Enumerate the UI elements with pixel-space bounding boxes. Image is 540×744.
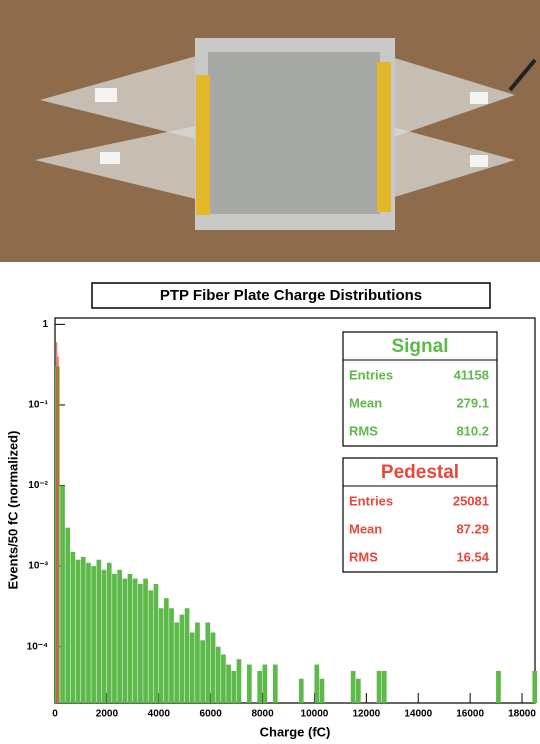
x-tick-label: 2000 [96,709,119,720]
x-tick-label: 16000 [456,709,484,720]
histogram-bar [169,608,174,703]
histogram-bar [56,342,58,703]
histogram-bar [117,569,122,703]
histogram-bar [210,632,216,703]
histogram-bar [138,583,143,703]
stats-value: 279.1 [456,395,489,410]
histogram-bar [200,640,205,703]
histogram-bar [215,646,221,703]
x-tick-label: 4000 [148,709,171,720]
histogram-bar [257,670,263,703]
histogram-bar [70,551,76,703]
y-tick-label: 1 [42,319,48,330]
stats-box [342,331,498,447]
histogram-bar [221,654,226,703]
stats-title: Pedestal [381,462,459,483]
histogram-bar [195,622,200,703]
histogram-bar [236,659,242,703]
histogram-bar [122,578,128,703]
histogram-bar [60,485,65,703]
histogram-bar [143,578,148,703]
x-tick-label: 14000 [404,709,432,720]
histogram-bar [75,559,81,703]
histogram-bar [231,670,237,703]
histogram-bar [55,366,60,703]
histogram-bar [174,622,180,703]
x-tick-label: 18000 [508,709,536,720]
histogram-bar [532,670,538,703]
histogram-bar [272,664,278,703]
histogram-bar [57,356,59,703]
histogram-bar [350,670,356,703]
x-axis-label: Charge (fC) [260,724,331,739]
histogram-bar [355,678,361,703]
histogram-bar [496,670,501,703]
y-axis-label: Events/50 fC (normalized) [5,431,20,590]
stats-value: 87.29 [456,521,489,536]
photo [0,0,540,262]
stats-value: 16.54 [456,549,489,564]
histogram-bar [127,573,133,703]
histogram-bar [91,566,97,703]
stats-box [342,457,498,573]
histogram-bar [65,527,71,703]
histogram-bar [381,670,387,703]
histogram-bar [376,670,382,703]
y-tick-label: 10⁻³ [28,561,48,572]
histogram-bar [80,556,86,703]
stats-title: Signal [391,336,448,357]
x-tick-label: 10000 [301,709,329,720]
stats-value: 25081 [453,493,489,508]
histogram-bar [112,573,117,703]
stats-value: 41158 [454,367,489,382]
histogram-bar [163,598,169,703]
stats-label: Mean [349,395,382,410]
stats-label: RMS [349,549,378,564]
histogram-bar [184,608,190,703]
histogram-bar [86,562,91,703]
histogram-bar [314,664,320,703]
histogram-bar [205,622,211,703]
stats-label: Entries [349,493,393,508]
stats-label: RMS [349,423,378,438]
histogram-bar [298,678,304,703]
x-tick-label: 8000 [251,709,274,720]
stats-label: Entries [349,367,393,382]
stats-label: Mean [349,521,382,536]
x-tick-label: 6000 [200,709,223,720]
histogram-bar [158,608,164,703]
histogram-bar [262,664,268,703]
stats-value: 810.2 [456,423,489,438]
histogram-bar [132,578,138,703]
histogram-bar [226,664,231,703]
title-box [91,282,491,309]
histogram-bar [101,569,107,703]
histogram-bar [247,664,252,703]
y-tick-label: 10⁻⁴ [27,641,48,652]
histogram-bar [189,632,195,703]
histogram-bar [319,678,325,703]
x-tick-label: 12000 [352,709,380,720]
y-tick-label: 10⁻² [28,480,48,491]
histogram-bar [148,590,154,703]
x-tick-label: 0 [52,709,58,720]
histogram-bar [179,614,185,703]
histogram-bar [153,583,159,703]
histogram-bar [106,562,112,703]
y-tick-label: 10⁻¹ [28,400,48,411]
chart-title: PTP Fiber Plate Charge Distributions [160,287,422,304]
histogram-bar [96,559,102,703]
